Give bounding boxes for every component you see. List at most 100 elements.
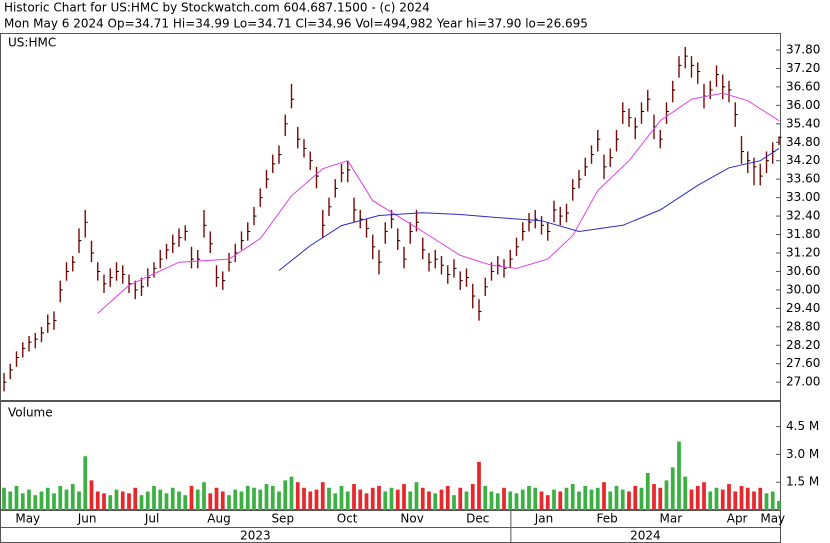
volume-bar [283, 480, 288, 510]
moving-average [97, 92, 780, 314]
volume-bar [189, 485, 194, 510]
volume-bar [364, 493, 369, 510]
volume-bar [277, 491, 281, 510]
y-tick-label: 34.80 [786, 135, 820, 149]
y-tick-label: 33.60 [786, 172, 820, 186]
volume-bar [395, 489, 400, 510]
volume-bar [533, 487, 538, 510]
volume-bar [402, 484, 406, 510]
y-tick-label: 33.00 [786, 190, 820, 204]
volume-bar [595, 487, 600, 510]
y-tick-label: 30.60 [786, 264, 820, 278]
volume-tick-label: 3.0 M [786, 447, 819, 461]
volume-bar [527, 485, 531, 510]
volume-bar [64, 489, 69, 510]
volume-bar [714, 487, 719, 510]
volume-bar [489, 491, 494, 510]
volume-bar [239, 491, 244, 510]
y-tick-label: 36.60 [786, 79, 820, 93]
volume-bar [770, 491, 775, 510]
x-tick-label: Oct [337, 512, 358, 526]
volume-bar [164, 493, 169, 510]
volume-bar [720, 489, 725, 510]
x-tick-label: Feb [597, 512, 618, 526]
volume-bar [645, 472, 650, 510]
volume-bar [258, 489, 263, 510]
volume-bar [114, 489, 119, 510]
volume-bar [564, 487, 569, 510]
y-tick-label: 29.40 [786, 301, 820, 315]
volume-bar [427, 491, 431, 510]
volume-bar [389, 487, 394, 510]
volume-bar [320, 482, 325, 510]
volume-bar [214, 487, 219, 510]
volume-bar [520, 489, 525, 510]
volume-bar [152, 485, 156, 510]
volume-bar [308, 491, 313, 510]
volume-bar [620, 489, 625, 510]
volume-bar [345, 491, 350, 510]
volume-bar [102, 493, 106, 510]
volume-bar [514, 493, 519, 510]
y-tick-label: 32.40 [786, 209, 820, 223]
volume-bar [33, 495, 38, 510]
volume-bar [758, 487, 763, 510]
volume-bar [39, 491, 44, 510]
y-tick-label: 27.60 [786, 356, 820, 370]
x-tick-label: May [760, 512, 785, 526]
volume-bar [614, 485, 619, 510]
volume-bar [158, 489, 163, 510]
volume-bar [233, 489, 238, 510]
volume-bar [289, 476, 294, 510]
volume-bar [477, 461, 481, 510]
volume-bar [608, 491, 613, 510]
chart-subtitle: Mon May 6 2024 Op=34.71 Hi=34.99 Lo=34.7… [4, 17, 588, 31]
volume-bar [408, 491, 413, 510]
volume-bar [314, 489, 319, 510]
volume-bar [333, 493, 338, 510]
volume-bar [689, 489, 694, 510]
volume-bar [8, 491, 13, 510]
y-tick-label: 35.40 [786, 116, 820, 130]
y-tick-label: 31.80 [786, 227, 820, 241]
x-tick-label: Apr [727, 512, 748, 526]
volume-bar [495, 493, 500, 510]
volume-tick-label: 4.5 M [786, 419, 819, 433]
volume-bar [127, 493, 131, 510]
chart-title: Historic Chart for US:HMC by Stockwatch.… [4, 1, 430, 15]
volume-bar [727, 484, 731, 510]
volume-bar [589, 489, 594, 510]
year-label: 2024 [630, 529, 661, 543]
volume-bar [2, 487, 6, 510]
volume-bar [108, 495, 113, 510]
volume-bar [470, 484, 475, 510]
volume-bar [383, 491, 388, 510]
volume-bar [370, 487, 375, 510]
volume-bar [227, 495, 231, 510]
volume-bar [77, 491, 81, 510]
volume-bar [577, 491, 581, 510]
volume-bar [745, 487, 750, 510]
volume-bar [95, 491, 100, 510]
x-tick-label: Jul [144, 512, 159, 526]
volume-bar [339, 485, 344, 510]
y-tick-label: 27.00 [786, 375, 820, 389]
volume-bar [27, 489, 31, 510]
volume-bar [145, 491, 150, 510]
volume-bar [583, 485, 588, 510]
volume-bar [302, 487, 306, 510]
x-tick-label: Jun [77, 512, 97, 526]
x-tick-label: Jan [534, 512, 554, 526]
volume-bar [695, 485, 700, 510]
volume-bar [195, 489, 200, 510]
volume-bar [139, 495, 144, 510]
volume-bar [20, 493, 25, 510]
volume-bar [420, 487, 425, 510]
volume-bar [483, 485, 488, 510]
volume-bar [358, 489, 363, 510]
moving-average [278, 147, 780, 271]
price-panel [0, 33, 781, 401]
volume-bar [270, 485, 275, 510]
